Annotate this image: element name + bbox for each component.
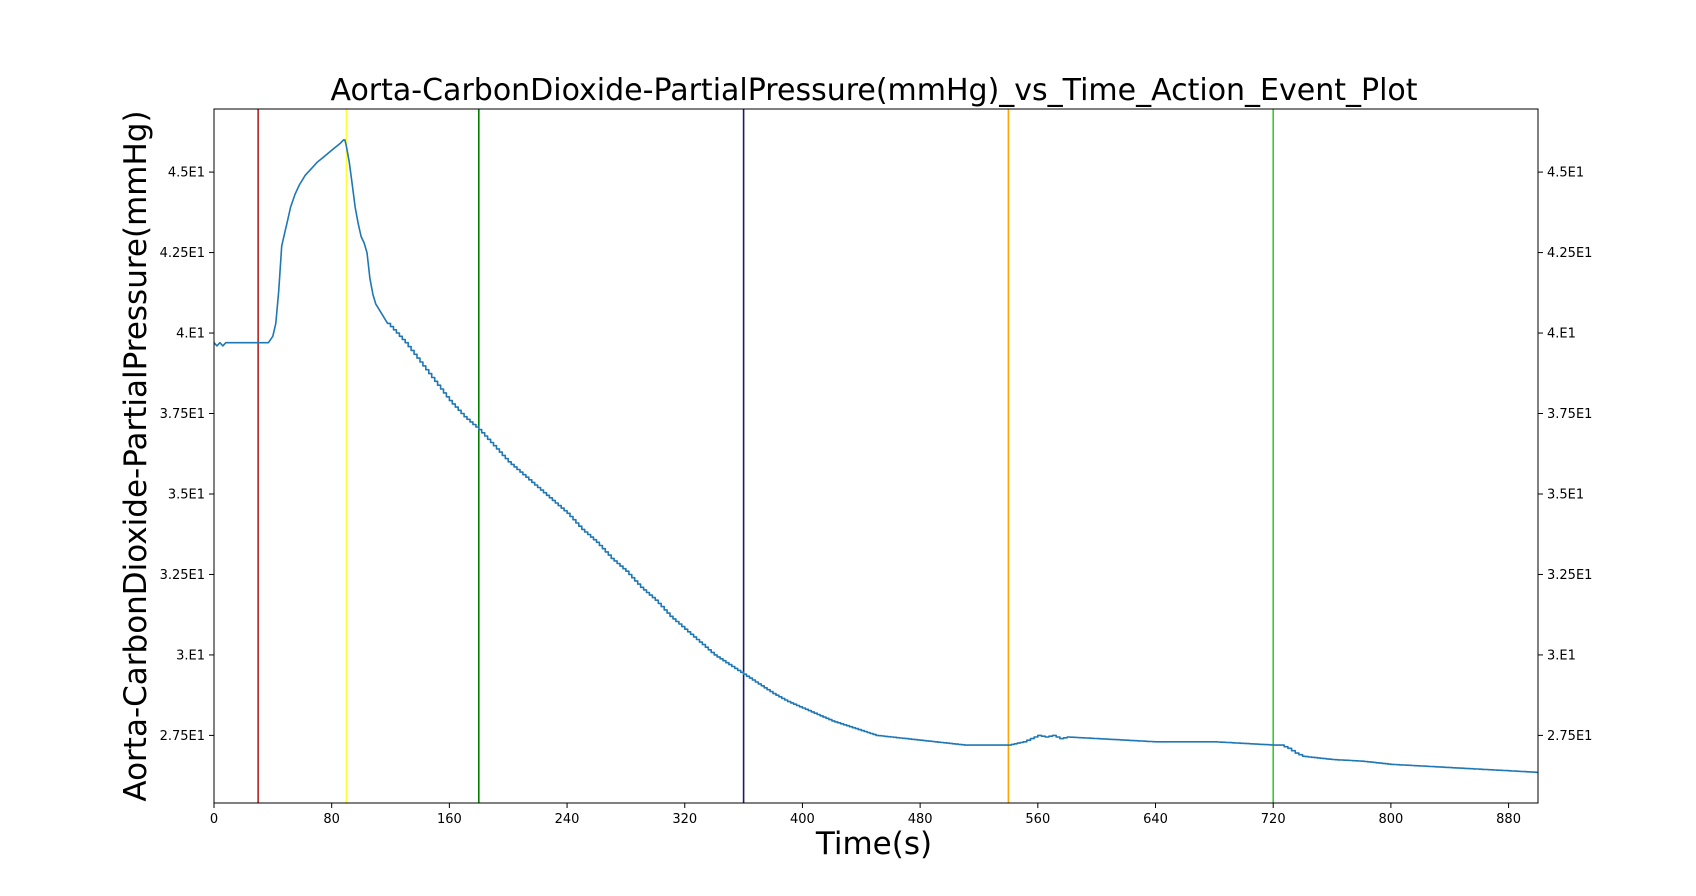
y-tick-label-right: 4.25E1 [1547,246,1592,261]
x-axis-label: Time(s) [815,826,932,862]
y-axis-ticks-left: 2.75E1 3.E1 3.25E1 3.5E1 3.75E1 4.E1 4.25E1 4.5… [160,166,214,744]
y-tick-label-left: 4.E1 [176,327,205,342]
x-tick-label: 480 [908,812,933,827]
y-tick-label-right: 3.5E1 [1547,487,1584,502]
y-tick-label-left: 3.5E1 [168,487,205,502]
y-tick-label-left: 4.5E1 [168,166,205,181]
x-tick-label: 880 [1496,812,1521,827]
y-tick-label-left: 3.25E1 [160,568,205,583]
x-tick-label: 400 [790,812,815,827]
x-tick-label: 320 [672,812,697,827]
y-tick-label-right: 4.5E1 [1547,166,1584,181]
x-tick-label: 240 [555,812,580,827]
y-tick-label-right: 2.75E1 [1547,729,1592,744]
y-tick-label-right: 3.25E1 [1547,568,1592,583]
series-line-1 [214,139,1538,774]
y-tick-label-right: 3.75E1 [1547,407,1592,422]
y-tick-label-left: 2.75E1 [160,729,205,744]
x-tick-label: 720 [1261,812,1286,827]
x-tick-label: 640 [1143,812,1168,827]
x-tick-label: 800 [1378,812,1403,827]
plot-area [213,108,1539,804]
y-tick-label-right: 3.E1 [1547,648,1576,663]
y-tick-label-right: 4.E1 [1547,327,1576,342]
chart-title: Aorta-CarbonDioxide-PartialPressure(mmHg… [330,73,1417,108]
y-tick-label-left: 3.75E1 [160,407,205,422]
y-axis-label: Aorta-CarbonDioxide-PartialPressure(mmHg… [118,110,154,801]
x-tick-label: 80 [323,812,340,827]
plot-frame [213,108,1539,804]
x-tick-label: 160 [437,812,462,827]
x-axis-ticks: 0 80 160 240 320 400 480 560 640 720 800 880 [210,803,1521,827]
x-tick-label: 0 [210,812,218,827]
y-tick-label-left: 4.25E1 [160,246,205,261]
y-axis-ticks-right: 2.75E1 3.E1 3.25E1 3.5E1 3.75E1 4.E1 4.25E1 4.5… [1538,166,1592,744]
y-tick-label-left: 3.E1 [176,648,205,663]
x-tick-label: 560 [1025,812,1050,827]
